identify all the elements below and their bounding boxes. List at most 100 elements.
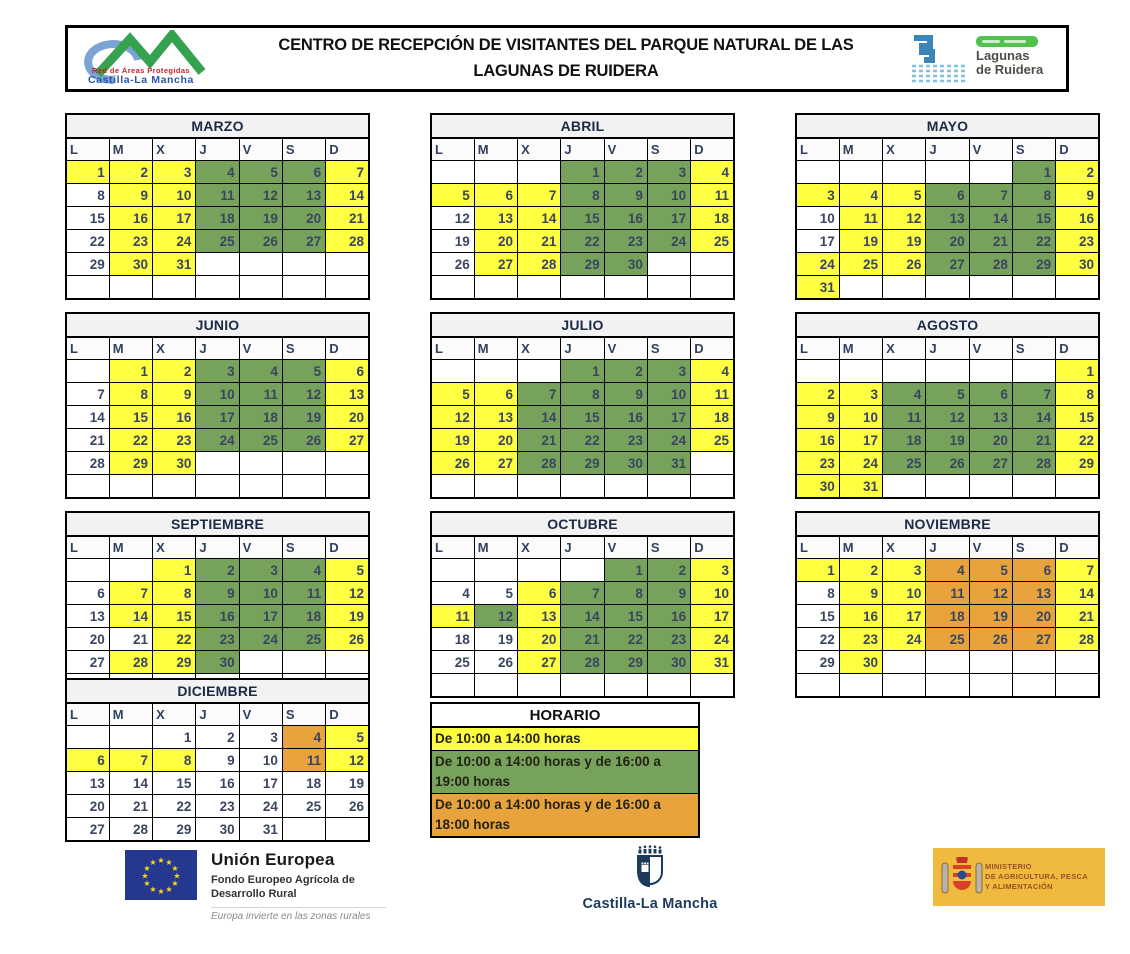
empty-cell xyxy=(65,275,110,300)
day-of-week-header: M xyxy=(108,702,154,726)
day-cell: 20 xyxy=(925,229,970,253)
day-of-week-header: X xyxy=(152,137,197,161)
day-cell: 14 xyxy=(1011,405,1057,429)
eu-title: Unión Europea xyxy=(211,850,335,869)
right-logo-label: Lagunas de Ruidera xyxy=(976,48,1044,79)
day-cell: 6 xyxy=(517,581,562,605)
day-cell: 13 xyxy=(281,183,327,207)
horario-entry: De 10:00 a 14:00 horas y de 16:00 a 18:0… xyxy=(430,793,700,838)
empty-cell xyxy=(882,160,927,184)
december-slot: DICIEMBRE L M X J V S D 1 2 3 4 5 6 7 8 9 10 11 12 13 14 15 16 1… xyxy=(65,678,370,842)
day-cell: 3 xyxy=(838,382,884,406)
page-title: CENTRO DE RECEPCIÓN DE VISITANTES DEL PA… xyxy=(224,33,908,84)
day-of-week-header: J xyxy=(560,535,605,559)
day-cell: 7 xyxy=(1055,558,1100,582)
svg-text:★: ★ xyxy=(171,864,178,873)
day-cell: 2 xyxy=(603,160,648,184)
lagunas-de-ruidera-logo: Lagunas de Ruidera xyxy=(908,30,1058,88)
day-cell: 16 xyxy=(195,604,240,628)
empty-cell xyxy=(968,359,1013,383)
header: Red de Áreas Protegidas Castilla-La Manc… xyxy=(65,25,1069,92)
day-cell: 3 xyxy=(690,558,735,582)
day-cell: 26 xyxy=(430,252,475,276)
day-cell: 2 xyxy=(838,558,884,582)
day-of-week-header: L xyxy=(430,535,475,559)
day-cell: 25 xyxy=(195,229,240,253)
empty-cell xyxy=(1055,650,1100,674)
month-calendar-diciembre: DICIEMBRE L M X J V S D 1 2 3 4 5 6 7 8 9 10 11 12 13 14 15 16 1… xyxy=(65,678,370,842)
empty-cell xyxy=(65,474,110,499)
day-cell: 30 xyxy=(603,252,648,276)
day-of-week-header: X xyxy=(882,137,927,161)
month-calendar-septiembre: SEPTIEMBRE L M X J V S D 1 2 3 4 5 6 7 8 9 10 11 12 13 14 15 16… xyxy=(65,511,370,698)
day-cell: 25 xyxy=(430,650,475,674)
left-logo-line2: Castilla-La Mancha xyxy=(88,73,194,86)
day-cell: 13 xyxy=(65,771,110,795)
day-cell: 24 xyxy=(238,627,283,651)
empty-cell xyxy=(65,359,110,383)
day-of-week-header: L xyxy=(795,336,840,360)
empty-cell xyxy=(430,474,475,499)
day-cell: 23 xyxy=(1055,229,1100,253)
day-cell: 8 xyxy=(108,382,154,406)
day-cell: 23 xyxy=(603,229,648,253)
day-of-week-header: S xyxy=(1011,535,1057,559)
right-logo-line2: de Ruidera xyxy=(976,62,1044,78)
day-cell: 28 xyxy=(517,451,562,475)
day-cell: 21 xyxy=(325,206,370,230)
day-cell: 1 xyxy=(795,558,840,582)
day-cell: 27 xyxy=(1011,627,1057,651)
day-cell: 24 xyxy=(882,627,927,651)
day-cell: 23 xyxy=(795,451,840,475)
day-cell: 18 xyxy=(925,604,970,628)
day-of-week-header: M xyxy=(473,336,519,360)
day-cell: 16 xyxy=(603,206,648,230)
day-cell: 5 xyxy=(325,558,370,582)
castilla-la-mancha-label: Castilla-La Mancha xyxy=(582,896,718,912)
day-cell: 6 xyxy=(925,183,970,207)
empty-cell xyxy=(1011,673,1057,698)
page-title-line1: CENTRO DE RECEPCIÓN DE VISITANTES DEL PA… xyxy=(278,35,854,54)
day-cell: 15 xyxy=(152,604,197,628)
day-of-week-header: M xyxy=(473,535,519,559)
month-calendar-mayo: MAYO L M X J V S D 1 2 3 4 5 6 7 8 9 10 11 12 13 14 15 16 17 19 19… xyxy=(795,113,1100,300)
empty-cell xyxy=(238,252,283,276)
ministry-line3: Y ALIMENTACIÓN xyxy=(985,882,1053,892)
empty-cell xyxy=(925,650,970,674)
day-cell: 1 xyxy=(152,558,197,582)
day-cell: 27 xyxy=(281,229,327,253)
day-cell: 10 xyxy=(795,206,840,230)
svg-text:★: ★ xyxy=(157,856,164,865)
empty-cell xyxy=(882,275,927,300)
day-cell: 6 xyxy=(473,183,519,207)
day-cell: 1 xyxy=(1011,160,1057,184)
eu-subtitle: Fondo Europeo Agrícola de Desarrollo Rur… xyxy=(211,874,355,900)
empty-cell xyxy=(281,275,327,300)
ministry-label: MINISTERIO DE AGRICULTURA, PESCA Y ALIME… xyxy=(985,862,1088,892)
empty-cell xyxy=(152,275,197,300)
empty-cell xyxy=(325,252,370,276)
day-cell: 14 xyxy=(325,183,370,207)
day-cell: 4 xyxy=(430,581,475,605)
day-cell: 21 xyxy=(1011,428,1057,452)
day-cell: 14 xyxy=(968,206,1013,230)
day-cell: 26 xyxy=(430,451,475,475)
empty-cell xyxy=(603,673,648,698)
day-cell: 20 xyxy=(968,428,1013,452)
day-cell: 19 xyxy=(968,604,1013,628)
day-of-week-header: D xyxy=(690,535,735,559)
empty-cell xyxy=(430,673,475,698)
day-cell: 26 xyxy=(281,428,327,452)
horario-title: HORARIO xyxy=(430,702,700,728)
day-cell: 16 xyxy=(195,771,240,795)
day-cell: 14 xyxy=(65,405,110,429)
day-cell: 25 xyxy=(882,451,927,475)
day-of-week-header: L xyxy=(65,535,110,559)
day-cell: 11 xyxy=(925,581,970,605)
month-calendar-noviembre: NOVIEMBRE L M X J V S D 1 2 3 4 5 6 7 8 9 10 11 12 13 14 15 16 1… xyxy=(795,511,1100,698)
day-cell: 13 xyxy=(473,405,519,429)
eu-slogan: Europa invierte en las zonas rurales xyxy=(211,906,386,922)
day-cell: 17 xyxy=(882,604,927,628)
day-of-week-header: J xyxy=(195,137,240,161)
day-cell: 22 xyxy=(560,229,605,253)
